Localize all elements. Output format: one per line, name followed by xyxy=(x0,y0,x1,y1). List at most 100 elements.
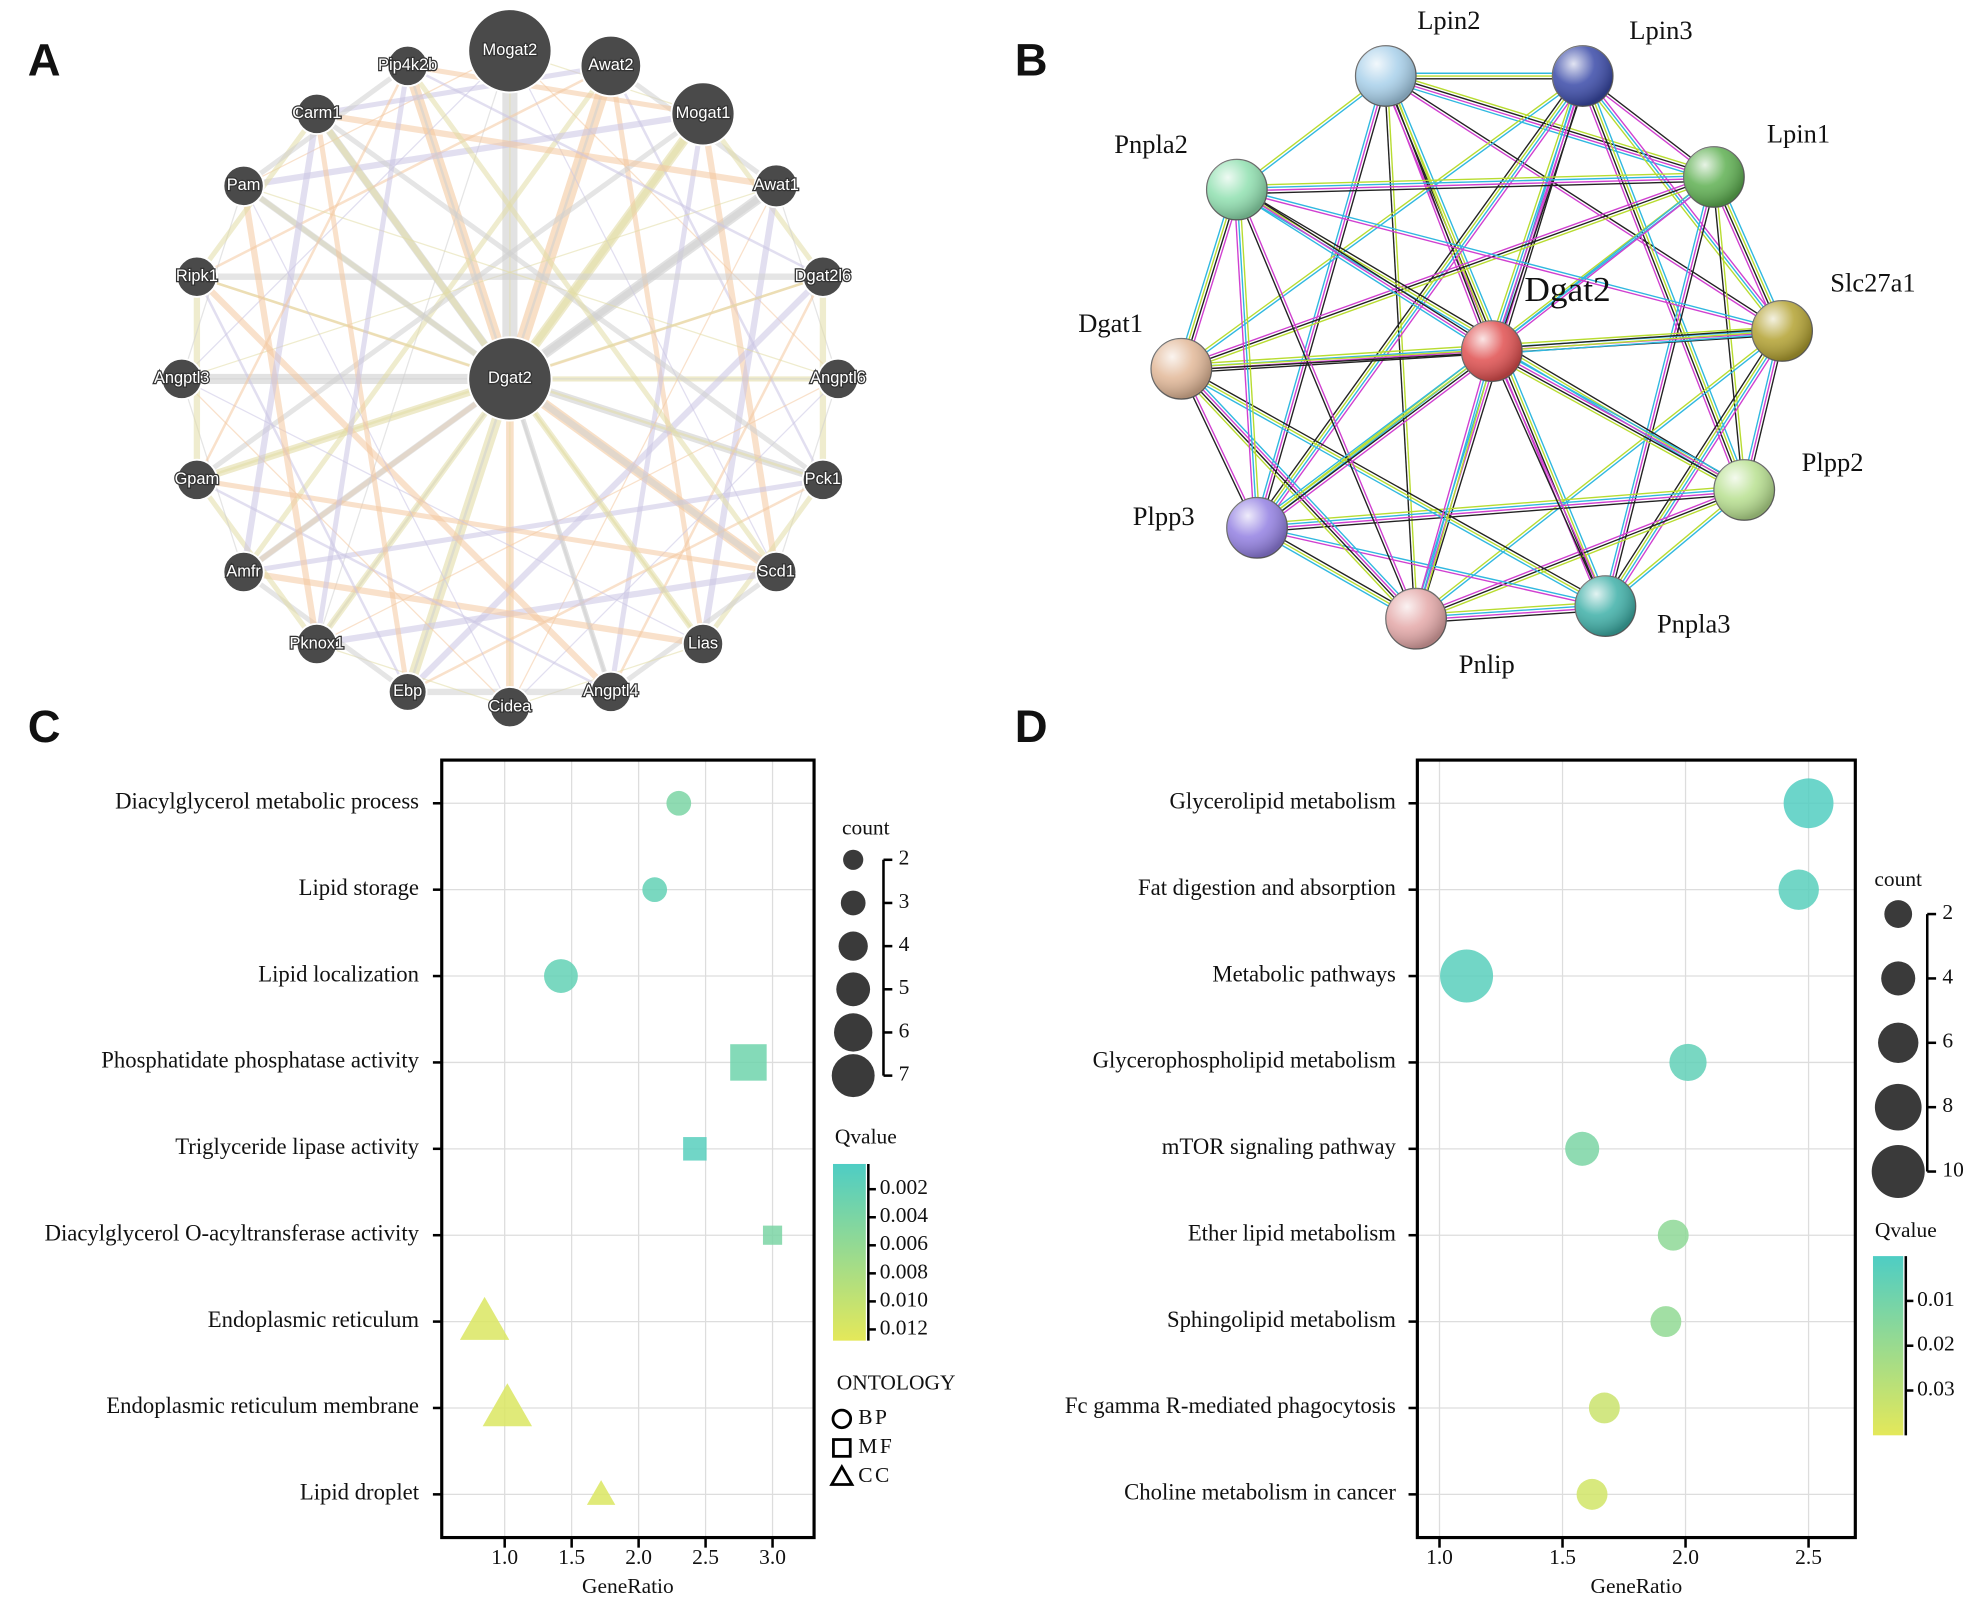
panel-label: A xyxy=(28,34,61,85)
node-label: Plpp2 xyxy=(1802,447,1864,477)
edge xyxy=(1489,354,1743,495)
node-shine xyxy=(1552,45,1613,107)
legend-label: 2 xyxy=(1942,900,1953,924)
edge xyxy=(1491,327,1782,350)
legend-label: 7 xyxy=(899,1062,910,1086)
legend-size xyxy=(843,849,864,870)
node-shine xyxy=(1385,588,1447,650)
point xyxy=(1576,1478,1608,1510)
legend-label: 6 xyxy=(899,1018,910,1042)
node xyxy=(295,622,338,666)
colorbar-label: 0.012 xyxy=(880,1315,928,1339)
node-shine xyxy=(1206,159,1268,220)
edge xyxy=(1181,76,1584,371)
edge xyxy=(1491,333,1783,355)
legend-title: count xyxy=(842,815,890,839)
colorbar-label: 0.006 xyxy=(880,1231,929,1255)
node xyxy=(222,550,265,594)
category-label: Fc gamma R-mediated phagocytosis xyxy=(1065,1393,1396,1418)
edge xyxy=(1386,74,1715,177)
node-label: Pam xyxy=(227,176,261,194)
node-shine xyxy=(1226,497,1288,559)
category-label: mTOR signaling pathway xyxy=(1162,1134,1397,1159)
edge xyxy=(1236,177,1715,192)
edge xyxy=(699,185,780,645)
edge xyxy=(1415,601,1606,616)
node-shine xyxy=(1461,320,1523,382)
edge xyxy=(1490,175,1714,351)
network-a: Dgat2 Mogat2 Awat2 Mogat1 Awat1 Dgat2l6 Angptl… xyxy=(153,8,867,729)
point xyxy=(1783,778,1834,829)
legend-label: 3 xyxy=(899,889,910,913)
edge xyxy=(1259,353,1495,532)
colorbar xyxy=(1872,1256,1904,1436)
edge xyxy=(316,110,777,189)
legend-size xyxy=(1881,961,1916,996)
category-label: Triglyceride lipase activity xyxy=(175,1134,419,1159)
edge xyxy=(316,63,612,117)
point xyxy=(1565,1131,1600,1166)
edge xyxy=(1418,351,1496,620)
x-axis-label: GeneRatio xyxy=(1590,1574,1682,1598)
legend-size xyxy=(838,931,868,961)
edge xyxy=(1603,329,1782,606)
node-label: Carm1 xyxy=(292,104,341,122)
category-label: Lipid droplet xyxy=(300,1480,420,1505)
edge xyxy=(1607,177,1718,607)
point xyxy=(1588,1392,1620,1424)
dot-plot: 1.0 1.5 2.0 2.5 Glycerolipid metabolism Fat d… xyxy=(1065,758,1964,1598)
edge xyxy=(1176,188,1234,368)
point xyxy=(730,1044,767,1081)
node-label: Pknox1 xyxy=(289,634,344,652)
edge xyxy=(1236,174,1714,189)
edge xyxy=(1491,330,1783,352)
edge xyxy=(1235,191,1491,355)
edge xyxy=(1583,75,1747,490)
edge xyxy=(1234,189,1416,620)
edge xyxy=(509,50,839,380)
edge xyxy=(1415,604,1606,619)
node-label: Scd1 xyxy=(758,562,795,580)
node-label: Dgat1 xyxy=(1078,308,1143,338)
node-label: Ebp xyxy=(393,682,422,700)
edge xyxy=(1578,77,1742,492)
x-tick-label: 2.0 xyxy=(625,1545,652,1569)
colorbar-label: 0.008 xyxy=(880,1259,928,1283)
edge xyxy=(407,63,704,117)
edge xyxy=(1237,188,1419,619)
point xyxy=(544,959,578,993)
node-shine xyxy=(1713,459,1775,521)
node-shine xyxy=(1575,575,1636,637)
legend-label: 6 xyxy=(1942,1029,1953,1053)
edge xyxy=(609,65,825,481)
edge xyxy=(1487,74,1580,351)
node xyxy=(175,255,219,298)
edge xyxy=(1495,77,1588,353)
edge xyxy=(1180,173,1714,367)
edge xyxy=(1492,349,1746,490)
node-label: Pnpla2 xyxy=(1114,129,1188,159)
legend-shape xyxy=(829,1464,855,1486)
colorbar-label: 0.01 xyxy=(1917,1287,1955,1311)
node-label: Plpp3 xyxy=(1133,501,1195,531)
x-tick-label: 2.0 xyxy=(1672,1545,1699,1569)
edge xyxy=(243,185,511,708)
category-label: Choline metabolism in cancer xyxy=(1124,1480,1396,1505)
colorbar xyxy=(832,1163,866,1341)
node xyxy=(801,255,845,298)
edge xyxy=(1585,74,1749,489)
node-label: Ripk1 xyxy=(176,267,218,285)
node xyxy=(755,550,798,594)
point xyxy=(1778,869,1819,910)
node xyxy=(816,357,860,401)
node-shine xyxy=(1683,146,1745,208)
legend-label: 4 xyxy=(1942,964,1953,988)
node-label: Cidea xyxy=(488,697,532,715)
node xyxy=(175,458,219,502)
point xyxy=(1650,1306,1682,1338)
edge xyxy=(1412,350,1490,619)
node-label: Pck1 xyxy=(805,470,841,488)
edge xyxy=(1385,76,1714,179)
edge xyxy=(1608,332,1787,609)
